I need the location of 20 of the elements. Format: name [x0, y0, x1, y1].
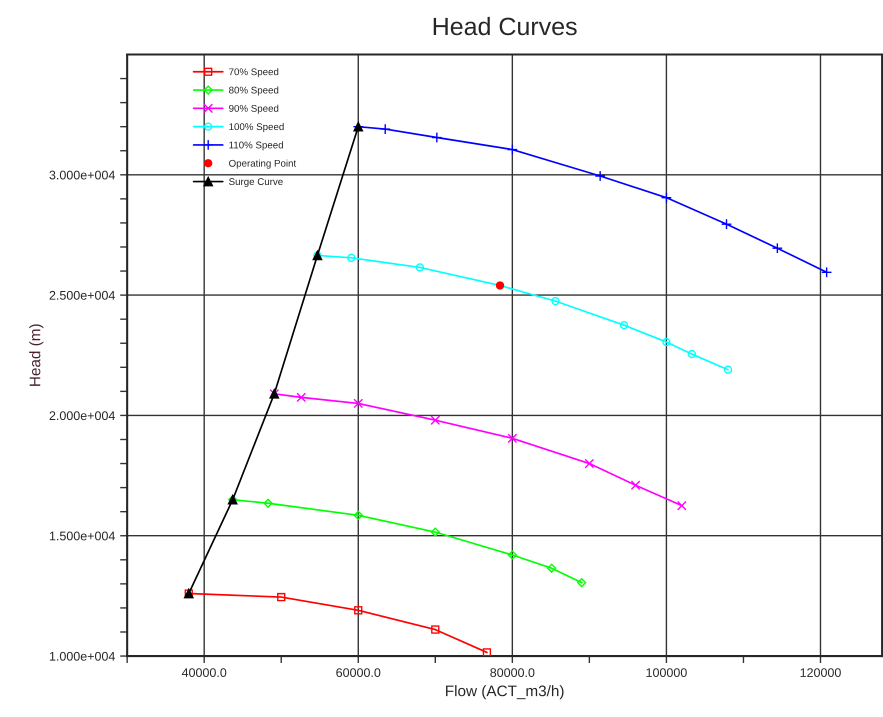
- legend-label: 90% Speed: [229, 104, 278, 114]
- legend-label: 70% Speed: [229, 68, 278, 78]
- legend-label: 80% Speed: [229, 86, 278, 96]
- chart-title: Head Curves: [434, 16, 577, 36]
- legend-label: Surge Curve: [229, 178, 283, 187]
- y-tick-label: 1.500e+004: [50, 532, 115, 540]
- x-tick-label: 60000.0: [336, 668, 380, 678]
- legend-label: 100% Speed: [229, 123, 284, 132]
- y-tick-label: 1.000e+004: [50, 652, 115, 661]
- x-axis-title: Flow (ACT_m3/h): [446, 685, 564, 700]
- x-tick-label: 100000: [646, 668, 687, 678]
- y-tick-label: 3.000e+004: [49, 170, 115, 180]
- x-tick-label: 80000.0: [490, 668, 534, 678]
- x-tick-label: 40000.0: [182, 668, 226, 678]
- y-tick-label: 2.000e+004: [50, 411, 115, 420]
- y-axis-title: Head (m): [29, 324, 44, 386]
- y-tick-label: 2.500e+004: [50, 290, 115, 300]
- x-tick-label: 120000: [800, 668, 841, 678]
- legend-label: Operating Point: [229, 160, 296, 169]
- legend-label: 110% Speed: [229, 141, 283, 150]
